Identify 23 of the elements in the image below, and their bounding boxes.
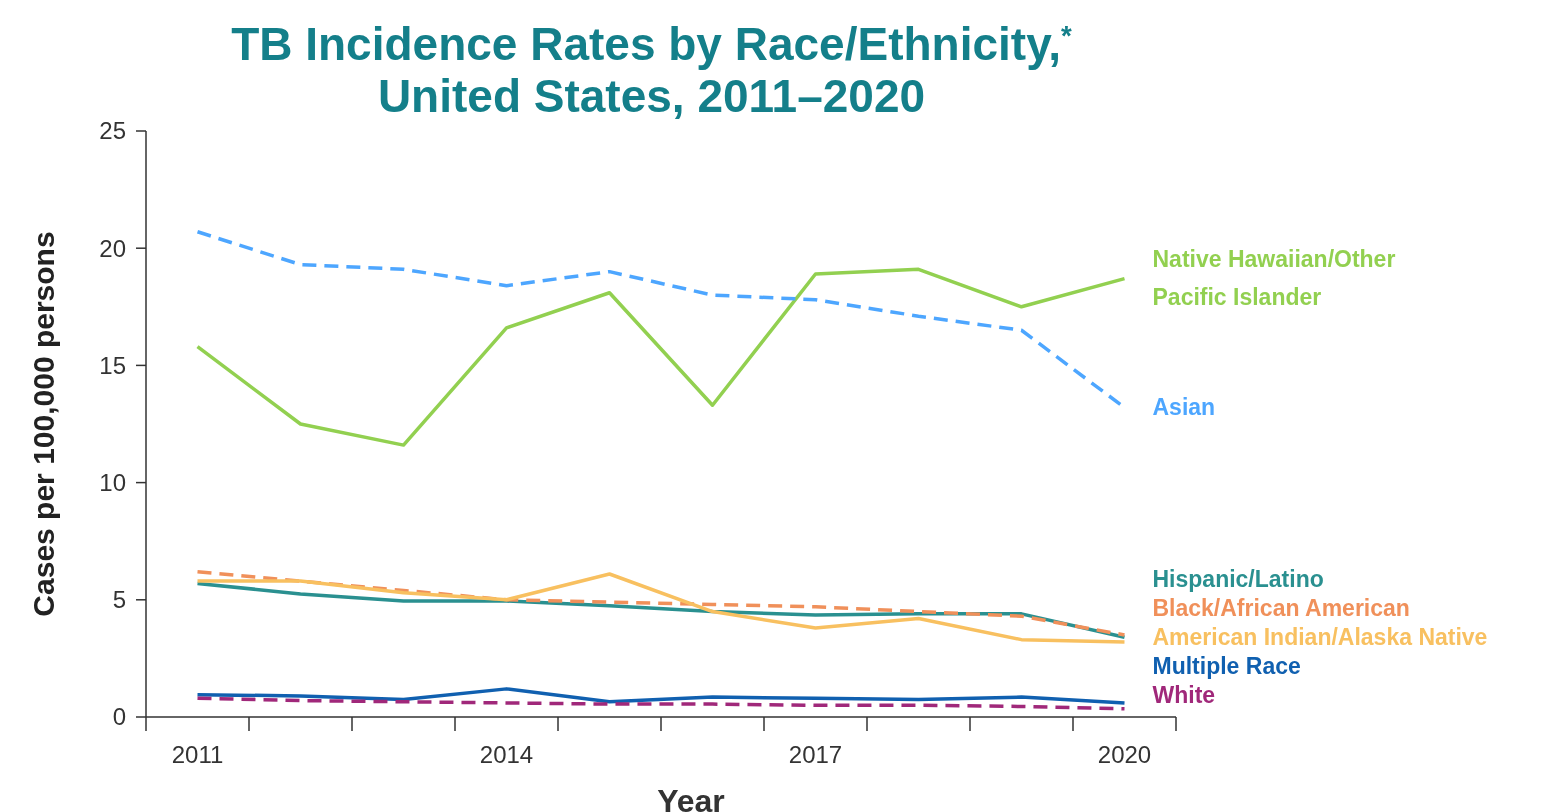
series-label: Black/African American [1152, 595, 1410, 621]
text: Hispanic/Latino [1152, 566, 1324, 592]
y-tick-label: 5 [112, 586, 126, 614]
chart-title: TB Incidence Rates by Race/Ethnicity,$^{*}$ United States, 2011–2020 [231, 18, 1072, 122]
y-tick-label: 25 [99, 117, 126, 145]
line-series [195, 687, 1127, 705]
x-tick-label: 2017 [788, 741, 843, 768]
y-tick-label: 20 [99, 234, 126, 262]
y-tick-label: 15 [99, 351, 126, 379]
x-tick-label: 2014 [479, 741, 534, 768]
line-series [195, 267, 1127, 447]
x-tick-label: 2020 [1097, 741, 1152, 768]
series-label: Multiple Race [1152, 653, 1301, 679]
y-axis-title: Cases per 100,000 persons [27, 231, 60, 617]
line-series [195, 696, 1127, 711]
y-tick-label: 10 [99, 469, 126, 496]
y-tick-label: 0 [112, 703, 126, 731]
series-label: White [1152, 682, 1216, 708]
series-label: Native Hawaiian/Other Pacific Islander [1152, 245, 1396, 310]
x-tick-label: 2011 [171, 741, 224, 768]
series-label: Asian [1152, 393, 1216, 420]
x-axis-title: Year [657, 783, 725, 812]
series-label: American Indian/Alaska Native [1152, 624, 1488, 650]
